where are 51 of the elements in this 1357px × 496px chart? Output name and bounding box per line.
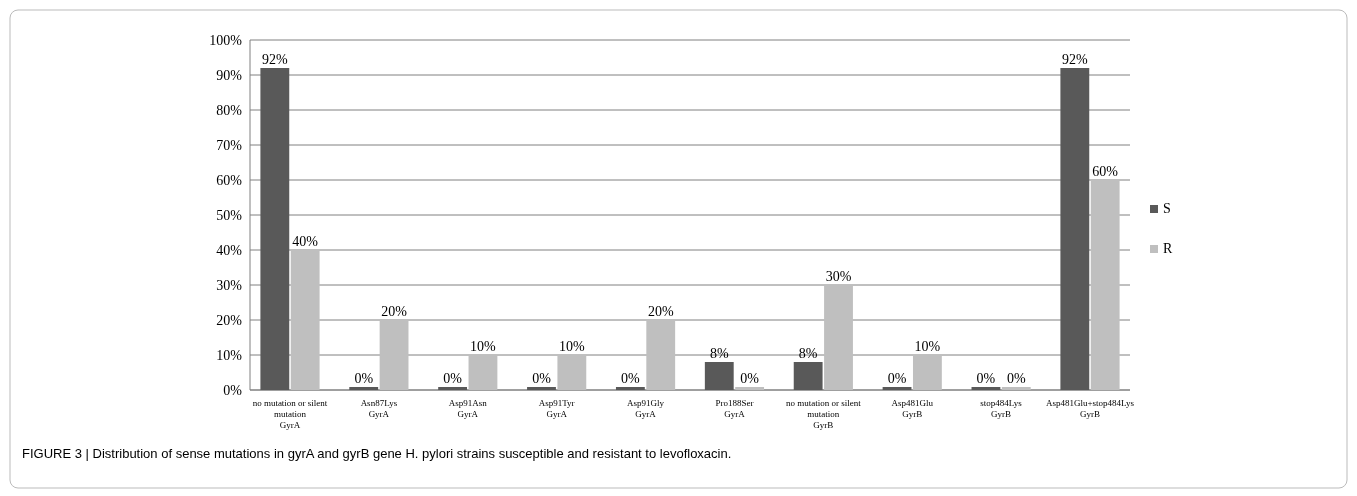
caption: FIGURE 3 | Distribution of sense mutations in gyrA and gyrB gene H. pylori strains susceptible and resistant to levofloxacin. — [22, 446, 732, 461]
bar — [290, 250, 320, 390]
data-label: 10% — [559, 339, 586, 354]
data-label: 0% — [740, 371, 760, 386]
bar — [1090, 180, 1120, 390]
data-label: 0% — [443, 371, 463, 386]
bar — [646, 320, 676, 390]
y-tick-label: 0% — [223, 382, 243, 398]
x-tick-label: Pro188Ser GyrA — [715, 398, 754, 419]
data-label: 92% — [1061, 52, 1088, 67]
data-label: 0% — [976, 371, 996, 386]
x-tick-label: Asp91Gly GyrA — [627, 398, 665, 419]
bar — [260, 68, 290, 390]
x-tick-label: Asp481Glu+stop484Lys GyrB — [1045, 398, 1135, 419]
x-tick-label: Asn87Lys GyrA — [360, 398, 398, 419]
y-tick-label: 60% — [216, 172, 243, 188]
x-tick-label: no mutation or silent mutation GyrB — [785, 398, 862, 430]
x-tick-label: Asp91Asn GyrA — [448, 398, 488, 419]
data-label: 92% — [261, 52, 288, 67]
y-tick-label: 30% — [216, 277, 243, 293]
y-tick-label: 80% — [216, 102, 243, 118]
data-label: 20% — [647, 304, 674, 319]
data-label: 0% — [1006, 371, 1026, 386]
y-tick-label: 90% — [216, 67, 243, 83]
y-tick-label: 40% — [216, 242, 243, 258]
data-label: 10% — [914, 339, 941, 354]
data-label: 0% — [887, 371, 907, 386]
y-tick-label: 70% — [216, 137, 243, 153]
y-tick-label: 100% — [209, 32, 243, 48]
y-tick-label: 20% — [216, 312, 243, 328]
x-tick-label: Asp91Tyr GyrA — [538, 398, 575, 419]
x-tick-label: stop484Lys GyrB — [980, 398, 1023, 419]
x-tick-label: no mutation or silent mutation GyrA — [252, 398, 328, 430]
bar — [1060, 68, 1090, 390]
legend-label: S — [1163, 201, 1171, 216]
y-tick-label: 50% — [216, 207, 243, 223]
data-label: 0% — [621, 371, 641, 386]
data-label: 0% — [532, 371, 552, 386]
data-label: 10% — [470, 339, 497, 354]
data-label: 40% — [292, 234, 319, 249]
data-label: 8% — [709, 346, 729, 361]
data-label: 8% — [798, 346, 818, 361]
x-tick-label: Asp481Glu GyrB — [891, 398, 934, 419]
data-label: 0% — [354, 371, 374, 386]
bar — [824, 285, 853, 390]
bar — [379, 320, 409, 390]
data-label: 60% — [1092, 164, 1119, 179]
data-label: 20% — [381, 304, 408, 319]
data-label: 30% — [825, 269, 852, 284]
y-tick-label: 10% — [216, 347, 243, 363]
legend-label: R — [1163, 241, 1173, 256]
